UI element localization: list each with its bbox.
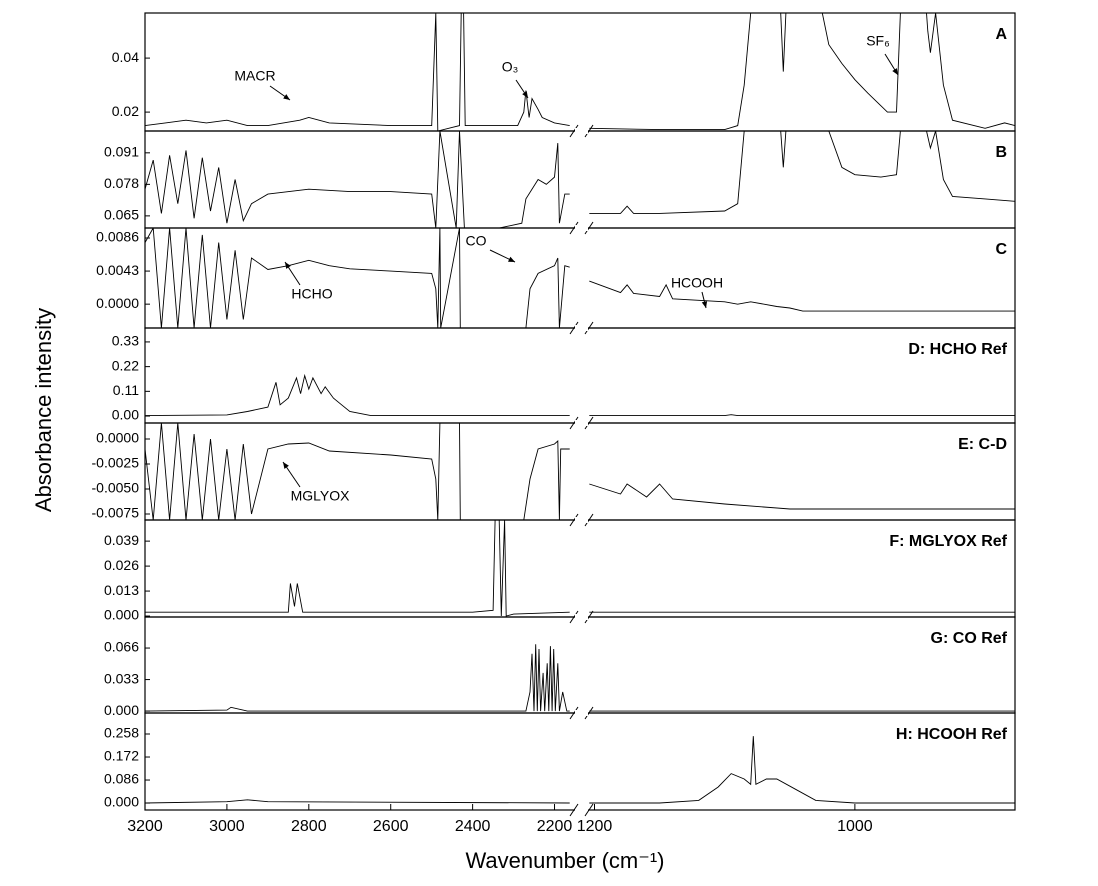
y-tick-label: 0.086 bbox=[104, 771, 139, 787]
x-tick-label: 1000 bbox=[837, 818, 873, 835]
break-gap bbox=[575, 128, 588, 134]
panel-frame bbox=[144, 227, 1016, 329]
spectrum-line bbox=[145, 644, 1015, 712]
y-tick-label: 0.091 bbox=[104, 144, 139, 160]
arrow-head bbox=[892, 68, 898, 75]
y-tick-label: 0.066 bbox=[104, 639, 139, 655]
x-tick-label: 2400 bbox=[455, 818, 491, 835]
break-gap bbox=[575, 517, 588, 523]
break-mark bbox=[584, 803, 594, 817]
y-tick-label: -0.0075 bbox=[92, 505, 140, 521]
spectrum-line bbox=[145, 13, 1015, 131]
arrow-head bbox=[285, 262, 291, 269]
x-tick-label: 1200 bbox=[577, 818, 613, 835]
spectrum-line bbox=[145, 131, 1015, 228]
panel-label: D: HCHO Ref bbox=[908, 341, 1007, 358]
panel-frame bbox=[144, 422, 1016, 521]
panel-frame bbox=[144, 712, 1016, 811]
arrow-head bbox=[522, 91, 528, 98]
annotation: MACR bbox=[234, 68, 275, 84]
arrow-head bbox=[508, 256, 515, 262]
arrow-head bbox=[701, 301, 708, 308]
x-tick-label: 2600 bbox=[373, 818, 409, 835]
panel-label: F: MGLYOX Ref bbox=[889, 533, 1007, 550]
y-tick-label: 0.065 bbox=[104, 207, 139, 223]
y-tick-label: 0.11 bbox=[113, 382, 139, 398]
y-tick-label: 0.0043 bbox=[96, 262, 139, 278]
annotation: O₃ bbox=[502, 59, 519, 75]
y-tick-label: 0.0000 bbox=[96, 430, 139, 446]
break-gap bbox=[575, 225, 588, 231]
x-tick-label: 3200 bbox=[127, 818, 163, 835]
y-tick-label: 0.258 bbox=[104, 725, 139, 741]
spectrum-line bbox=[145, 228, 1015, 328]
y-tick-label: 0.22 bbox=[112, 357, 139, 373]
annotation: MGLYOX bbox=[291, 488, 351, 504]
arrow-head bbox=[283, 94, 290, 100]
y-tick-label: 0.078 bbox=[104, 175, 139, 191]
spectrum-line bbox=[145, 520, 1015, 617]
y-tick-label: 0.0086 bbox=[96, 229, 139, 245]
annotation: HCOOH bbox=[671, 275, 723, 291]
panel-label: B bbox=[995, 144, 1007, 161]
y-tick-label: 0.0000 bbox=[96, 295, 139, 311]
x-axis-title: Wavenumber (cm⁻¹) bbox=[465, 848, 664, 873]
spectrum-line bbox=[145, 373, 1015, 417]
annotation: HCHO bbox=[291, 286, 332, 302]
y-tick-label: 0.00 bbox=[112, 407, 139, 423]
panel-frame bbox=[144, 327, 1016, 424]
y-tick-label: 0.033 bbox=[104, 670, 139, 686]
panel-label: G: CO Ref bbox=[931, 630, 1008, 647]
panel-frame bbox=[144, 519, 1016, 618]
annotation: SF₆ bbox=[866, 33, 890, 49]
panel-label: A bbox=[995, 26, 1007, 43]
y-tick-label: 0.013 bbox=[104, 582, 139, 598]
break-gap bbox=[575, 807, 588, 813]
y-tick-label: 0.039 bbox=[104, 532, 139, 548]
x-tick-label: 3000 bbox=[209, 818, 245, 835]
y-tick-label: -0.0025 bbox=[92, 455, 140, 471]
spectrum-line bbox=[145, 423, 1015, 520]
break-gap bbox=[575, 420, 588, 426]
y-tick-label: 0.026 bbox=[104, 557, 139, 573]
y-tick-label: 0.000 bbox=[104, 794, 139, 810]
y-axis-title: Absorbance intensity bbox=[31, 308, 56, 512]
y-tick-label: -0.0050 bbox=[92, 480, 140, 496]
break-mark bbox=[569, 803, 579, 817]
arrow-head bbox=[283, 462, 289, 469]
y-tick-label: 0.000 bbox=[104, 607, 139, 623]
y-tick-label: 0.04 bbox=[112, 49, 139, 65]
annotation: CO bbox=[466, 233, 487, 249]
y-tick-label: 0.33 bbox=[112, 333, 139, 349]
break-gap bbox=[575, 325, 588, 331]
panel-label: H: HCOOH Ref bbox=[896, 726, 1008, 743]
spectrum-line bbox=[145, 736, 1015, 804]
y-tick-label: 0.000 bbox=[104, 702, 139, 718]
y-tick-label: 0.02 bbox=[112, 103, 139, 119]
panel-frame bbox=[144, 616, 1016, 714]
break-gap bbox=[575, 710, 588, 716]
x-tick-label: 2200 bbox=[537, 818, 573, 835]
panel-label: E: C-D bbox=[958, 436, 1007, 453]
break-gap bbox=[575, 614, 588, 620]
panel-frame bbox=[144, 130, 1016, 229]
x-tick-label: 2800 bbox=[291, 818, 327, 835]
y-tick-label: 0.172 bbox=[104, 748, 139, 764]
panel-label: C bbox=[995, 241, 1007, 258]
